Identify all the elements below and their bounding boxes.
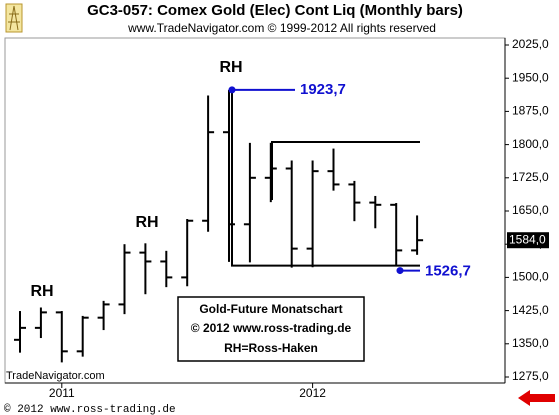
y-tick-label: 1875,0 [512,104,549,118]
info-line: RH=Ross-Haken [224,341,318,355]
y-tick-label: 1425,0 [512,303,549,317]
y-tick-label: 2025,0 [512,37,549,51]
y-tick-label: 1725,0 [512,170,549,184]
annotation-dot [396,267,404,275]
source-label: TradeNavigator.com [6,370,105,382]
y-tick-label: 1275,0 [512,369,549,383]
annotation-dot [228,86,236,94]
y-tick-label: 1500,0 [512,270,549,284]
y-tick-label: 1950,0 [512,70,549,84]
last-price-box [507,232,549,249]
info-box [177,296,365,362]
annotation-label: 1923,7 [300,81,346,98]
rh-label: RH [135,214,158,231]
x-tick-label: 2012 [299,386,326,400]
rh-resistance-line [271,141,420,200]
info-line: © 2012 www.ross-trading.de [191,321,352,335]
rh-bracket [231,89,420,267]
annotation-label: 1526,7 [425,263,471,280]
rh-label: RH [30,283,53,300]
info-line: Gold-Future Monatschart [199,302,342,316]
x-tick-label: 2011 [49,386,75,400]
chart-subtitle: www.TradeNavigator.com © 1999-2012 All r… [127,21,436,35]
footer: © 2012 www.ross-trading.de [4,404,176,415]
chart-title: GC3-057: Comex Gold (Elec) Cont Liq (Mon… [87,2,463,19]
logo [5,3,23,33]
y-tick-label: 1800,0 [512,137,549,151]
y-tick-label: 1350,0 [512,336,549,350]
scroll-arrow[interactable] [518,390,555,406]
rh-label: RH [219,59,242,76]
last-price-label: 1584,0 [509,232,546,246]
y-tick-label: 1650,0 [512,203,549,217]
